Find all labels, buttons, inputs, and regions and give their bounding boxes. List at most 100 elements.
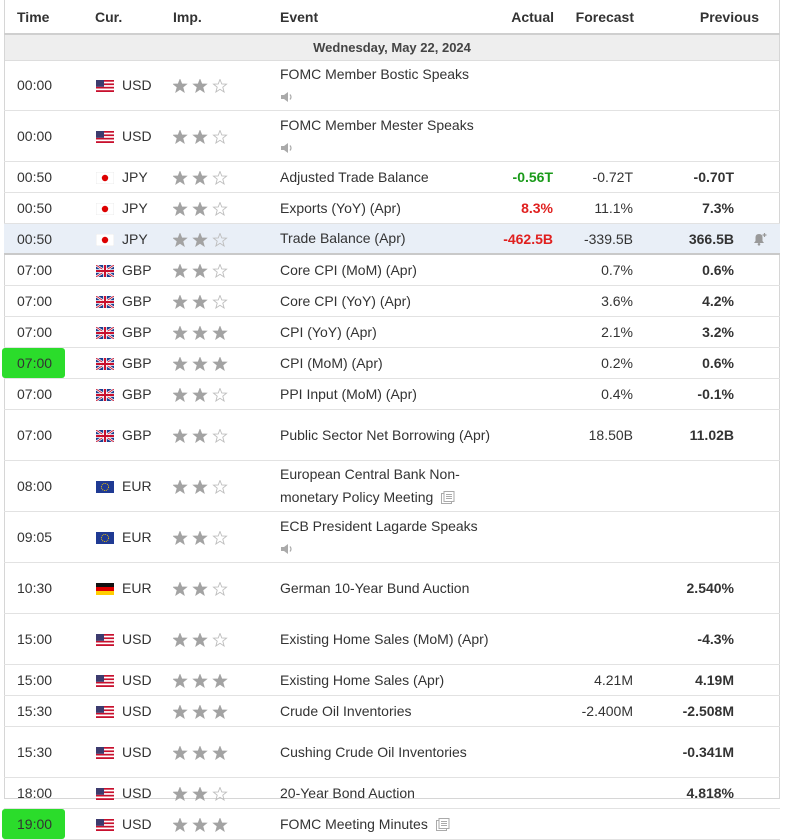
previous: 0.6% [702, 262, 734, 278]
time: 07:00 [17, 293, 53, 309]
importance-stars [173, 530, 228, 545]
time: 07:00 [17, 427, 53, 443]
event-cell: European Central Bank Non-monetary Polic… [280, 461, 492, 511]
event-name[interactable]: Core CPI (YoY) (Apr) [280, 292, 411, 309]
event-name[interactable]: Crude Oil Inventories [280, 702, 412, 719]
column-header: Cur. [95, 8, 123, 25]
importance-stars [173, 78, 228, 93]
column-header: Imp. [173, 8, 202, 25]
event-name[interactable]: Trade Balance (Apr) [280, 230, 406, 246]
event-name[interactable]: FOMC Meeting Minutes [280, 815, 428, 832]
report-icon [435, 817, 450, 831]
event-name[interactable]: PPI Input (MoM) (Apr) [280, 385, 417, 402]
event-name[interactable]: European Central Bank Non-monetary Polic… [280, 466, 460, 505]
importance-stars [173, 786, 228, 801]
event-row: 07:00 GBP PPI Input (MoM) (Apr) 0.4% -0.1% [4, 379, 780, 410]
currency: USD [122, 785, 152, 801]
previous: -0.1% [697, 386, 734, 402]
flag-icon [96, 388, 114, 401]
event-row: 15:00 USD Existing Home Sales (MoM) (Apr) -… [4, 614, 780, 665]
previous: 4.19M [695, 672, 734, 688]
event-name[interactable]: Exports (YoY) (Apr) [280, 199, 401, 216]
time: 00:00 [17, 128, 53, 144]
column-header: Actual [511, 8, 554, 25]
event-block: Core CPI (YoY) (Apr) [280, 290, 411, 313]
event-row: 07:00 GBP CPI (YoY) (Apr) 2.1% 3.2% [4, 317, 780, 348]
event-name[interactable]: German 10-Year Bund Auction [280, 579, 470, 596]
event-name[interactable]: Cushing Crude Oil Inventories [280, 743, 467, 760]
importance-stars [173, 325, 228, 340]
flag-icon [96, 787, 114, 800]
forecast: -0.72T [592, 169, 633, 185]
event-name[interactable]: Core CPI (MoM) (Apr) [280, 261, 417, 278]
event-name[interactable]: Adjusted Trade Balance [280, 168, 429, 185]
forecast: 0.4% [601, 386, 633, 402]
event-name[interactable]: Existing Home Sales (Apr) [280, 671, 445, 688]
importance-stars [173, 479, 228, 494]
event-block: Cushing Crude Oil Inventories [280, 741, 467, 764]
previous: -2.508M [682, 703, 734, 719]
importance-stars [173, 263, 228, 278]
flag-icon [96, 480, 114, 493]
importance-stars [173, 387, 228, 402]
flag-icon [96, 582, 114, 595]
currency: USD [122, 128, 152, 144]
event-cell: Exports (YoY) (Apr) [280, 193, 492, 223]
alert-bell[interactable] [752, 232, 768, 246]
event-row: 00:00 USD FOMC Member Bostic Speaks [4, 60, 780, 111]
flag-icon [96, 130, 114, 143]
previous: 4.2% [702, 293, 734, 309]
event-name[interactable]: CPI (MoM) (Apr) [280, 354, 383, 371]
event-name[interactable]: FOMC Member Bostic Speaks [280, 65, 470, 82]
flag-icon [96, 233, 114, 246]
flag-icon [96, 357, 114, 370]
event-row: 15:30 USD Crude Oil Inventories -2.400M -2.5… [4, 696, 780, 727]
event-row: 10:30 EUR German 10-Year Bund Auction 2.540… [4, 563, 780, 614]
event-row: 08:00 EUR European Central Bank Non-moneta… [4, 461, 780, 512]
table-border [4, 0, 780, 799]
forecast: -2.400M [581, 703, 633, 719]
event-cell: CPI (YoY) (Apr) [280, 317, 492, 347]
currency: JPY [122, 169, 148, 185]
event-block: Core CPI (MoM) (Apr) [280, 259, 417, 282]
currency: USD [122, 672, 152, 688]
importance-stars [173, 428, 228, 443]
event-name[interactable]: ECB President Lagarde Speaks [280, 517, 478, 534]
event-name[interactable]: CPI (YoY) (Apr) [280, 323, 377, 340]
event-block: Public Sector Net Borrowing (Apr) [280, 424, 490, 447]
importance-stars [173, 745, 228, 760]
event-name[interactable]: Public Sector Net Borrowing (Apr) [280, 426, 491, 443]
previous: -0.341M [682, 744, 734, 760]
currency: JPY [122, 200, 148, 216]
event-cell: Core CPI (YoY) (Apr) [280, 286, 492, 316]
previous: -0.70T [693, 169, 734, 185]
report-icon [441, 491, 455, 504]
event-block: Adjusted Trade Balance [280, 166, 429, 189]
event-row: 00:00 USD FOMC Member Mester Speaks [4, 111, 780, 162]
actual: 8.3% [521, 200, 553, 216]
event-row: 07:00 GBP CPI (MoM) (Apr) 0.2% 0.6% [4, 348, 780, 379]
time: 00:50 [17, 230, 53, 247]
event-name[interactable]: Existing Home Sales (MoM) (Apr) [280, 630, 489, 647]
previous: -4.3% [697, 631, 734, 647]
event-name[interactable]: FOMC Member Mester Speaks [280, 116, 474, 133]
previous: 4.818% [686, 785, 734, 801]
event-cell: PPI Input (MoM) (Apr) [280, 379, 492, 409]
event-block: European Central Bank Non-monetary Polic… [280, 463, 492, 509]
event-cell: FOMC Member Mester Speaks [280, 111, 492, 161]
speech-icon [281, 91, 292, 102]
flag-icon [96, 633, 114, 646]
actual: -462.5B [503, 230, 553, 247]
time-highlight [2, 348, 65, 378]
currency: USD [122, 744, 152, 760]
event-cell: Adjusted Trade Balance [280, 162, 492, 192]
previous: 0.6% [702, 355, 734, 371]
importance-stars [173, 817, 228, 832]
flag-icon [96, 295, 114, 308]
time: 15:00 [17, 672, 53, 688]
event-row: 18:00 USD 20-Year Bond Auction 4.818% [4, 778, 780, 809]
event-name[interactable]: 20-Year Bond Auction [280, 784, 415, 801]
currency: GBP [122, 386, 152, 402]
event-block: German 10-Year Bund Auction [280, 577, 469, 600]
event-row: 00:50 JPY Adjusted Trade Balance -0.56T -0.7… [4, 162, 780, 193]
